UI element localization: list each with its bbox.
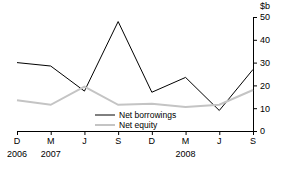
- x-tick: [17, 131, 18, 135]
- chart: D2006M2007JSDM2008JS01020304050$bNet bor…: [0, 0, 283, 170]
- x-tick-mark: [152, 131, 153, 135]
- x-tick: [84, 131, 85, 135]
- x-tick-label-line: M: [182, 136, 190, 146]
- x-tick-mark: [17, 131, 18, 135]
- y-tick-mark: [253, 131, 257, 132]
- x-tick: [152, 131, 153, 135]
- x-tick-label-line: D: [149, 136, 156, 146]
- y-tick: 50: [253, 12, 270, 22]
- x-tick-label-line: J: [217, 136, 222, 146]
- y-tick-mark: [253, 17, 257, 18]
- y-axis-title: $b: [260, 1, 270, 11]
- x-tick-mark: [118, 131, 119, 135]
- x-tick: [51, 131, 52, 135]
- y-axis-line: [254, 18, 258, 132]
- y-tick: 10: [253, 104, 270, 114]
- x-tick-label-line: 2007: [41, 149, 61, 159]
- y-tick-mark: [253, 85, 257, 86]
- y-tick-mark: [253, 108, 257, 109]
- x-tick: [186, 131, 187, 135]
- x-tick-label: M 2007: [41, 136, 61, 159]
- x-axis-line: [18, 132, 254, 136]
- plot-area: [17, 22, 253, 111]
- y-tick: 0: [253, 126, 265, 136]
- legend-label: Net equity: [119, 120, 158, 130]
- series-line: [17, 22, 253, 111]
- legend-swatch: [95, 115, 115, 116]
- x-tick-label-line: S: [115, 136, 121, 146]
- x-tick-label-line: 2008: [176, 149, 196, 159]
- x-tick-label-line: J: [82, 136, 87, 146]
- x-tick-label: S: [115, 136, 121, 146]
- x-tick-label-line: 2006: [7, 149, 27, 159]
- legend: Net borrowingsNet equity: [95, 110, 176, 130]
- x-tick-label-line: M: [47, 136, 55, 146]
- y-tick-label: 20: [260, 81, 270, 91]
- y-tick: 20: [253, 81, 270, 91]
- x-tick-mark: [84, 131, 85, 135]
- y-tick-label: 0: [260, 126, 265, 136]
- y-tick-label: 40: [260, 35, 270, 45]
- y-axis: 0 10 20 30 40 50: [253, 12, 270, 136]
- x-tick: [118, 131, 119, 135]
- y-tick-label: 30: [260, 58, 270, 68]
- x-tick-label-line: D: [14, 136, 21, 146]
- x-tick: [219, 131, 220, 135]
- x-tick-mark: [51, 131, 52, 135]
- x-tick-label-line: S: [250, 136, 256, 146]
- x-tick-label: D 2006: [7, 136, 27, 159]
- x-tick-mark: [219, 131, 220, 135]
- y-tick: 40: [253, 35, 270, 45]
- y-tick-mark: [253, 40, 257, 41]
- x-axis: [18, 131, 254, 135]
- x-tick-label: J: [217, 136, 222, 146]
- series-line: [17, 87, 253, 108]
- x-tick-label: S: [250, 136, 256, 146]
- y-tick-label: 10: [260, 104, 270, 114]
- x-tick-label: D: [149, 136, 156, 146]
- y-tick-label: 50: [260, 12, 270, 22]
- y-tick-mark: [253, 63, 257, 64]
- x-tick-label: J: [82, 136, 87, 146]
- x-tick-mark: [186, 131, 187, 135]
- x-tick-label: M 2008: [176, 136, 196, 159]
- y-tick: 30: [253, 58, 270, 68]
- legend-swatch: [95, 124, 115, 126]
- legend-label: Net borrowings: [119, 110, 176, 120]
